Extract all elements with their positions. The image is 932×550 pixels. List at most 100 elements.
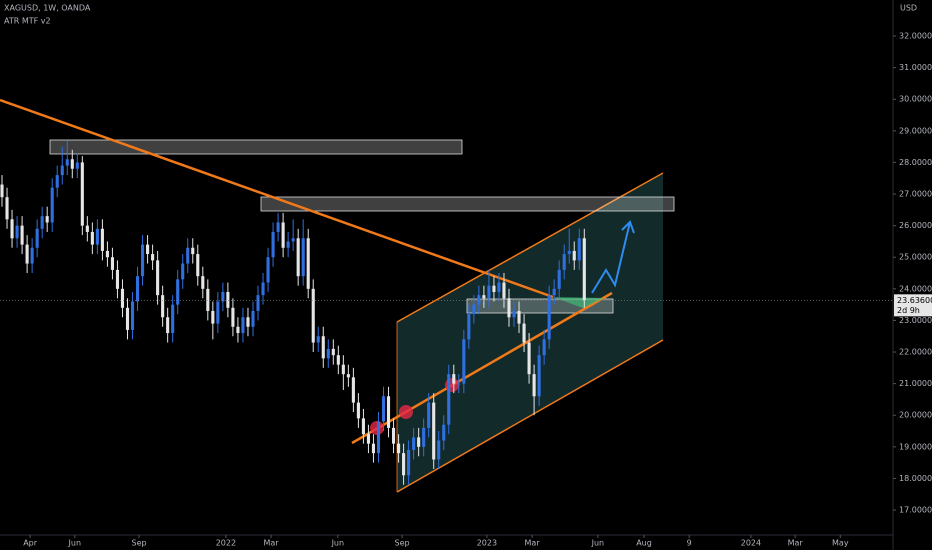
- candle-body: [65, 159, 69, 166]
- y-tick-label: 18.00000: [899, 474, 932, 483]
- candle-body: [201, 276, 205, 289]
- candle-body: [246, 317, 250, 327]
- candle-body: [296, 238, 300, 277]
- candle-body: [552, 288, 556, 296]
- candle-body: [562, 254, 566, 270]
- candle-body: [130, 301, 135, 330]
- y-tick-label: 28.00000: [899, 158, 932, 167]
- candle-body: [105, 250, 109, 258]
- candle-body: [547, 295, 551, 340]
- candle-body: [226, 291, 230, 308]
- candle-body: [70, 159, 74, 169]
- candle-body: [482, 295, 486, 299]
- last-price-label: 23.63600: [897, 296, 932, 305]
- candle-body: [507, 298, 511, 318]
- y-tick-label: 32.00000: [899, 32, 932, 41]
- candle-body: [321, 336, 325, 359]
- x-tick-label: Sep: [132, 539, 147, 548]
- candle-body: [75, 162, 79, 169]
- marker: [445, 378, 459, 392]
- candle-body: [236, 326, 240, 334]
- candle-body: [115, 269, 120, 289]
- candle-body: [110, 257, 114, 270]
- candle-body: [391, 427, 396, 444]
- x-tick-label: Jun: [331, 539, 345, 548]
- candle-body: [60, 165, 64, 176]
- candle-body: [331, 348, 335, 356]
- candle-body: [276, 222, 280, 232]
- candle-body: [336, 355, 340, 365]
- candle-body: [156, 260, 160, 296]
- x-tick-label: Mar: [788, 539, 804, 548]
- candle-body: [20, 225, 24, 245]
- candle-body: [161, 295, 165, 318]
- candle-body: [176, 279, 180, 305]
- candle-body: [412, 437, 416, 450]
- candle-body: [80, 162, 84, 226]
- candle-body: [25, 244, 29, 264]
- candle-body: [356, 402, 360, 419]
- candle-body: [492, 285, 496, 292]
- candle-body: [341, 364, 345, 375]
- candle-body: [452, 374, 456, 384]
- x-tick-label: Apr: [23, 539, 38, 548]
- arrow-head: [621, 220, 635, 234]
- x-tick-label: 2024: [741, 539, 761, 548]
- channel-top: [396, 172, 664, 323]
- candle-body: [432, 402, 436, 460]
- indicator-label: ATR MTF v2: [4, 17, 51, 26]
- zone-box: [260, 196, 675, 212]
- candle-body: [216, 301, 220, 324]
- x-tick-label: 2023: [477, 539, 497, 548]
- y-tick-label: 31.00000: [899, 63, 932, 72]
- candle-body: [5, 197, 9, 220]
- candle-body: [462, 339, 466, 384]
- candle-body: [371, 443, 376, 454]
- candle-body: [0, 184, 4, 198]
- candle-body: [206, 288, 210, 311]
- chart-title: XAGUSD, 1W, OANDA: [4, 4, 91, 13]
- candle-body: [577, 238, 581, 261]
- candle-body: [241, 317, 245, 334]
- candle-body: [311, 288, 315, 343]
- candle-body: [361, 418, 365, 435]
- x-tick-label: Mar: [525, 539, 541, 548]
- trend-line: [0, 98, 554, 299]
- x-tick-label: Mar: [264, 539, 280, 548]
- candle-body: [90, 231, 94, 245]
- candle-body: [120, 288, 125, 308]
- candle-body: [261, 282, 265, 296]
- candle-body: [40, 216, 44, 229]
- y-tick-label: 20.00000: [899, 411, 932, 420]
- zone-box: [49, 139, 463, 155]
- x-tick-label: 2022: [216, 539, 236, 548]
- candle-body: [442, 424, 446, 441]
- candle-body: [472, 304, 476, 315]
- candle-body: [381, 396, 386, 422]
- forecast-arrow: [591, 221, 631, 294]
- candle-body: [427, 402, 431, 428]
- candle-body: [286, 241, 290, 248]
- candle-body: [346, 374, 350, 378]
- marker: [399, 405, 413, 419]
- candle-body: [522, 323, 526, 343]
- candles: [0, 140, 586, 485]
- y-tick-label: 24.00000: [899, 284, 932, 293]
- candle-body: [291, 238, 295, 242]
- y-tick-label: 25.00000: [899, 253, 932, 262]
- candle-body: [457, 383, 461, 385]
- candle-body: [10, 219, 14, 239]
- x-tick-label: May: [832, 539, 849, 548]
- candle-body: [487, 285, 491, 299]
- candle-body: [231, 307, 235, 327]
- candle-body: [326, 348, 330, 359]
- candle-body: [467, 314, 471, 340]
- candle-body: [15, 225, 19, 239]
- y-axis-label: USD: [900, 4, 917, 13]
- x-tick-label: 9: [687, 539, 692, 548]
- candle-body: [422, 427, 426, 447]
- candle-body: [50, 187, 54, 223]
- drawings: [0, 98, 675, 493]
- candle-body: [95, 228, 99, 245]
